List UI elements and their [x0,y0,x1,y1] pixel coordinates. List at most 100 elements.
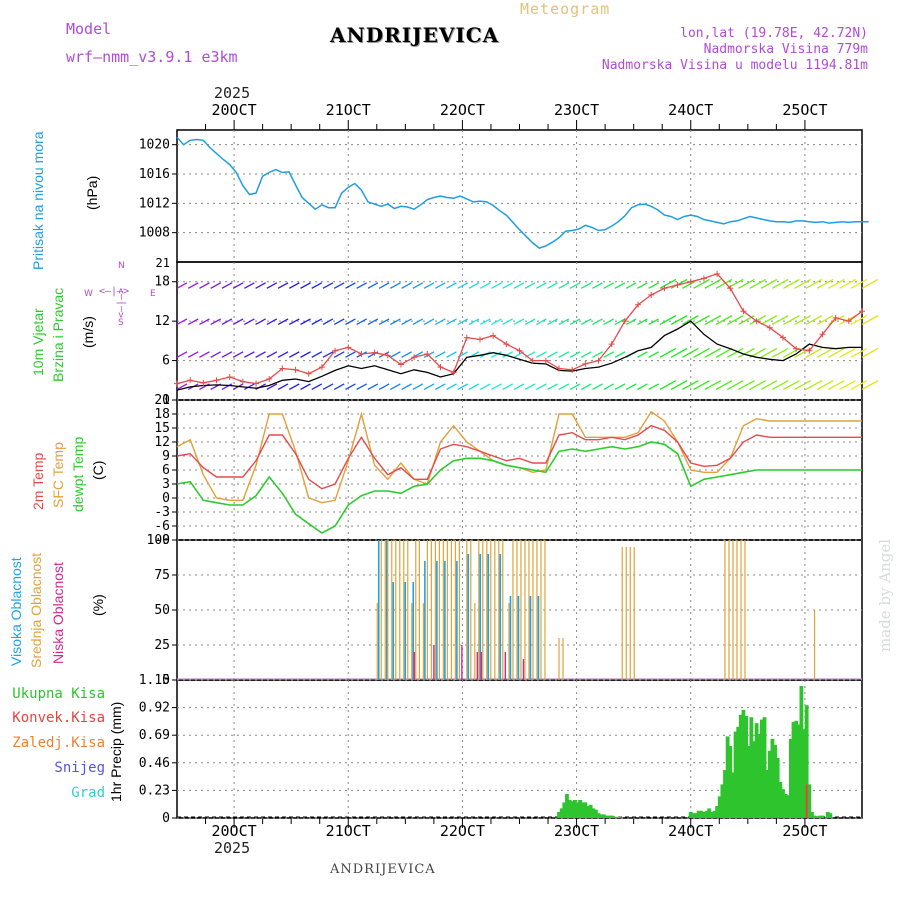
wind-barb [266,318,278,325]
wind-barb [322,383,334,391]
wind-barb [266,282,278,289]
wind-barb [513,318,525,325]
total-precip-bar [720,784,725,818]
wind-gust-marker [226,374,233,380]
wind-barb [592,318,603,325]
total-precip-bar [786,795,791,818]
wind-barb [592,383,603,391]
wind-gust-marker [727,285,734,292]
wind-barb [176,351,188,358]
total-precip-bar [723,770,727,818]
y-tick-label: 21 [156,256,170,270]
bottom-day-label: 22OCT [440,822,485,840]
total-precip-bar [794,720,799,818]
total-precip-bar [567,800,572,818]
total-precip-bar [804,705,809,818]
total-precip-bar [583,802,588,818]
wind-barb [434,318,446,325]
wind-barb [827,278,845,289]
wind-barb [524,282,536,289]
altitude-label: Nadmorska Visina 779m [703,42,868,57]
wind-barb [311,282,323,289]
total-precip-bar [796,724,801,818]
lonlat-label: lon,lat (19.78E, 42.72N) [680,26,868,41]
wind-barb [637,351,648,358]
wind-gust-line [176,273,863,385]
total-precip-bar [744,716,748,818]
wind-barb [783,347,800,358]
wind-barb [693,347,710,358]
wind-barb [311,383,323,391]
wind-barb [176,383,188,391]
wind-barb [603,318,615,325]
legend-hail: Grad [71,785,105,801]
wind-gust-marker [332,347,339,354]
compass-w: W [84,289,93,299]
wind-barb [300,383,311,391]
total-precip-bar [773,744,777,818]
top-day-label: 24OCT [668,101,713,119]
wind-barb [648,351,659,358]
total-precip-bar [712,810,717,818]
wind-barb [839,347,856,358]
total-precip-bar [707,808,712,818]
wind-barb [457,383,469,391]
wind-barb [288,383,300,391]
wind-barb [333,383,345,391]
model-label: Model [66,20,112,38]
wind-barb [221,282,233,289]
compass-e: E [150,289,156,299]
wind-barb [648,282,659,289]
total-precip-bar [778,782,783,818]
wind-barb [345,318,356,325]
wind-barb [412,282,424,289]
wind-barb [749,278,767,289]
wind-barb [839,278,856,289]
total-precip-bar [807,784,812,818]
total-precip-bar [615,816,619,818]
wind-barb [536,351,547,358]
top-day-label: 25OCT [782,101,827,119]
total-precip-bar [694,813,698,818]
wind-barb [827,347,845,358]
wind-barb [502,318,513,325]
bottom-day-label: 23OCT [554,822,599,840]
y-tick-label: 1020 [139,138,170,153]
wind-barb [378,383,390,391]
y-tick-label: 25 [154,638,170,653]
y-tick-label: 0 [162,811,170,826]
wind-barb [221,383,233,391]
wind-barb [558,383,570,391]
wind-barb [715,380,733,391]
wind-barb [311,351,323,358]
wind-gust-marker [793,345,800,352]
wind-gust-marker [266,375,273,382]
wind-barb [446,318,457,325]
wind-barb [637,318,648,325]
wind-barb [580,318,592,325]
y-tick-label: 6 [162,463,170,478]
wind-gust-marker [621,318,628,325]
wind-barb [693,315,710,325]
wind-barb [434,351,446,358]
wind-barb [423,383,435,391]
wind-barb [670,278,688,289]
wind-mean-line [176,320,862,391]
y-tick-label: 1012 [139,196,170,211]
wind-barb [491,282,502,289]
wind-barb [356,282,367,289]
wind-barb [367,383,379,391]
wind-gust-marker [345,344,352,351]
total-precip-bar [757,734,762,818]
year-top: 2025 [214,84,251,102]
wind-barb [614,383,626,391]
wind-barb [513,383,525,391]
wind-barb [580,282,592,289]
y-tick-label: 1016 [139,167,170,182]
model-name: wrf—nmm_v3.9.1 e3km [66,48,238,66]
wind-barb [333,351,345,358]
wind-barb [771,315,789,325]
wind-gust-marker [411,354,418,361]
wind-gust-marker [806,347,813,354]
